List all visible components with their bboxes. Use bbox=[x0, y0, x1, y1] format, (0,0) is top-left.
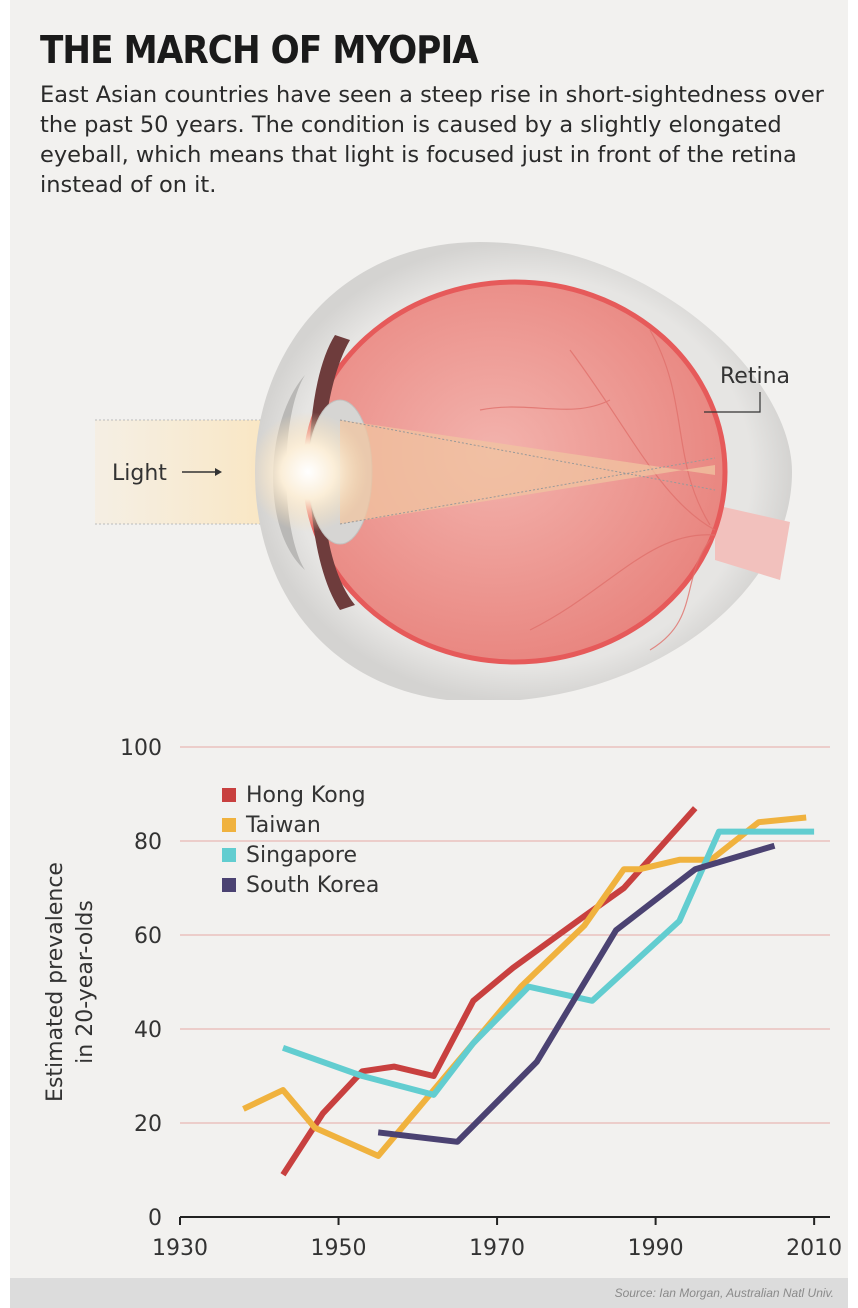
x-tick-label: 1970 bbox=[469, 1236, 525, 1261]
x-axis: 0 20 40 60 80 100 1930 1950 1970 1990 2010 bbox=[120, 736, 842, 1261]
legend-label-taiwan: Taiwan bbox=[245, 813, 321, 838]
series-line-south-korea bbox=[377, 842, 776, 1145]
x-tick-label: 2010 bbox=[786, 1236, 842, 1261]
y-tick-label: 0 bbox=[148, 1206, 162, 1231]
y-tick-label: 80 bbox=[134, 830, 162, 855]
legend: Hong Kong Taiwan Singapore South Korea bbox=[222, 783, 379, 898]
legend-swatch-singapore bbox=[222, 848, 236, 862]
y-axis-title-line-2: in 20-year-olds bbox=[73, 900, 98, 1064]
source-credit: Source: Ian Morgan, Australian Natl Univ… bbox=[614, 1286, 834, 1300]
y-axis-title-line-1: Estimated prevalence bbox=[43, 862, 68, 1102]
focus-cone bbox=[340, 420, 715, 524]
page-subtitle: East Asian countries have seen a steep r… bbox=[40, 82, 824, 198]
myopia-line-chart: 0 20 40 60 80 100 1930 1950 1970 1990 2010 Hong Ko… bbox=[43, 736, 842, 1261]
blood-vessels bbox=[479, 329, 716, 651]
series-line-singapore bbox=[281, 828, 815, 1098]
legend-swatch-south-korea bbox=[222, 878, 236, 892]
legend-label-singapore: Singapore bbox=[246, 843, 357, 868]
infographic-card: THE MARCH OF MYOPIA East Asian countries… bbox=[10, 0, 848, 1308]
light-label: Light bbox=[112, 461, 167, 486]
y-tick-label: 100 bbox=[120, 736, 162, 761]
light-arrow-icon bbox=[182, 468, 222, 476]
optic-nerve bbox=[715, 505, 790, 580]
grid-lines bbox=[180, 746, 830, 1124]
iris bbox=[309, 335, 355, 610]
y-tick-label: 60 bbox=[134, 924, 162, 949]
legend-swatch-taiwan bbox=[222, 818, 236, 832]
x-tick-label: 1930 bbox=[152, 1236, 208, 1261]
x-tick-label: 1990 bbox=[628, 1236, 684, 1261]
legend-label-south-korea: South Korea bbox=[246, 873, 379, 898]
legend-swatch-hong-kong bbox=[222, 788, 236, 802]
retina-label: Retina bbox=[720, 364, 790, 389]
retina-leader-line bbox=[704, 392, 761, 413]
eye-illustration: Light Retina bbox=[95, 242, 792, 700]
page-title: THE MARCH OF MYOPIA bbox=[40, 28, 479, 72]
y-tick-label: 40 bbox=[134, 1018, 162, 1043]
series-line-taiwan bbox=[242, 814, 807, 1159]
y-tick-label: 20 bbox=[134, 1112, 162, 1137]
lens-glow bbox=[248, 412, 368, 532]
series-lines bbox=[242, 806, 815, 1177]
x-tick-label: 1950 bbox=[311, 1236, 367, 1261]
footer-bar: Source: Ian Morgan, Australian Natl Univ… bbox=[10, 1278, 848, 1308]
legend-label-hong-kong: Hong Kong bbox=[246, 783, 366, 808]
